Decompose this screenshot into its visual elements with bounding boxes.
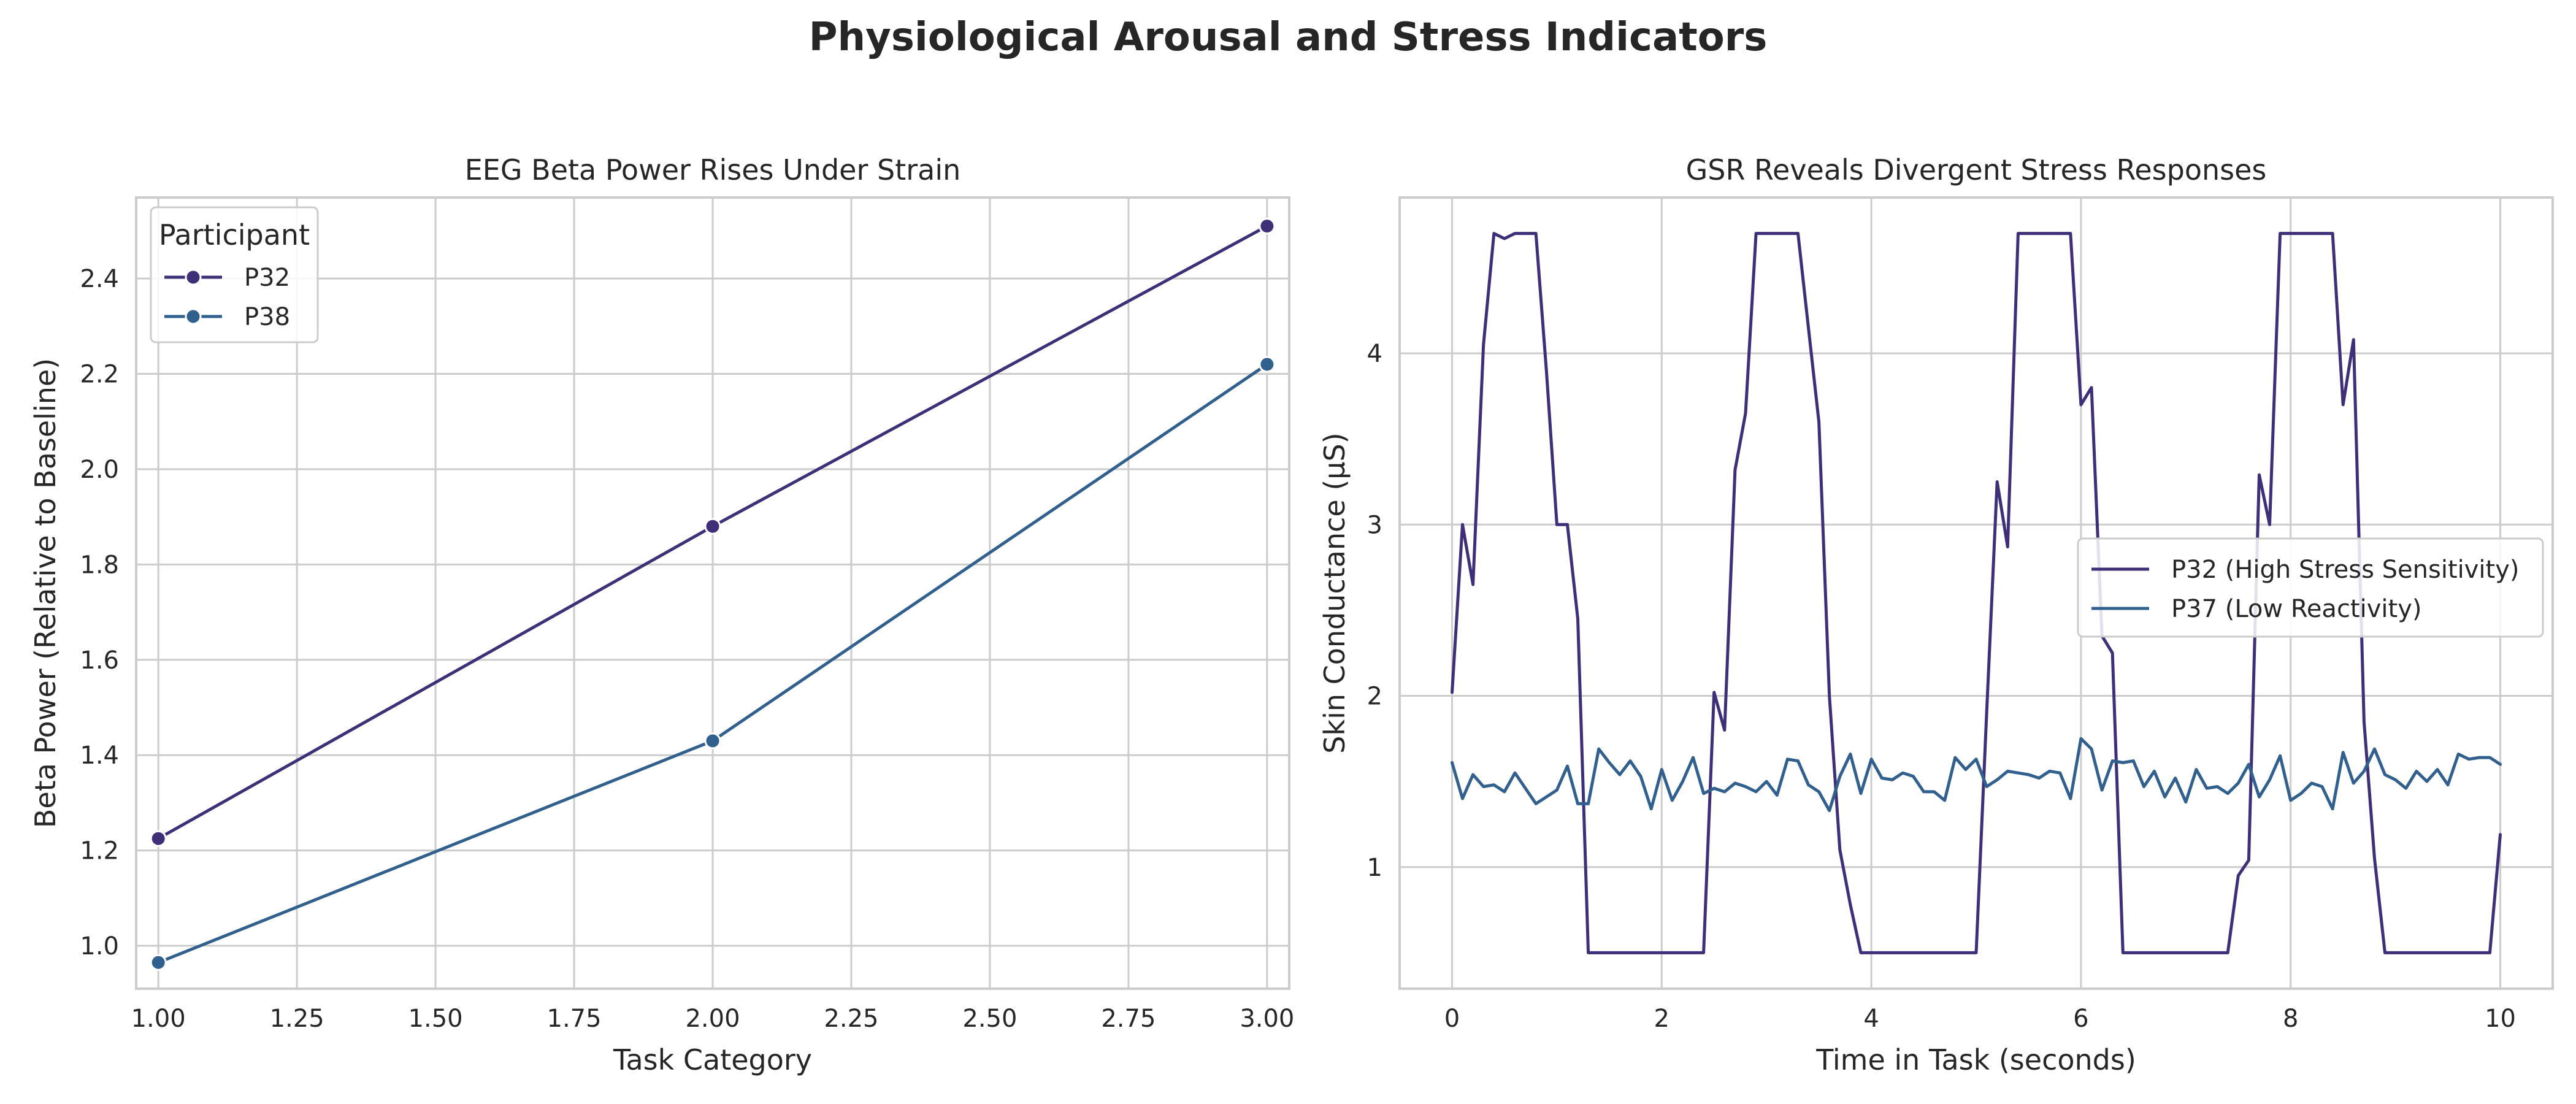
left-y-tick-label: 1.0 bbox=[80, 932, 119, 960]
left-y-tick-label: 2.4 bbox=[80, 265, 119, 293]
left-x-tick-label: 1.25 bbox=[270, 1005, 324, 1033]
left-x-tick-label: 3.00 bbox=[1240, 1005, 1294, 1033]
left-y-tick-label: 2.0 bbox=[80, 456, 119, 484]
left-x-tick-label: 2.00 bbox=[685, 1005, 740, 1033]
left-y-tick-label: 1.2 bbox=[80, 837, 119, 865]
right-chart-legend: P32 (High Stress Sensitivity) P37 (Low Re… bbox=[2077, 537, 2544, 638]
left-legend-label-2: P38 bbox=[244, 303, 290, 331]
right-chart-series bbox=[1451, 232, 2502, 954]
left-chart-y-axis-label: Beta Power (Relative to Baseline) bbox=[29, 358, 62, 828]
left-series-1-point bbox=[704, 518, 721, 535]
left-series-2-point bbox=[150, 954, 167, 971]
left-y-tick-label: 1.6 bbox=[80, 646, 119, 675]
right-chart-x-ticks: 0 2 4 6 8 10 bbox=[1444, 1005, 2516, 1033]
right-x-tick-label: 6 bbox=[2073, 1005, 2088, 1033]
left-chart-x-ticks: 1.00 1.25 1.50 1.75 2.00 2.25 2.50 2.75 3.00 bbox=[131, 1005, 1295, 1033]
right-y-tick-label: 2 bbox=[1367, 683, 1382, 711]
left-series-2-point bbox=[704, 732, 721, 749]
right-legend-frame bbox=[2077, 537, 2544, 638]
left-chart-frame bbox=[135, 196, 1290, 990]
right-legend-label-1: P32 (High Stress Sensitivity) bbox=[2171, 556, 2519, 584]
right-legend-label-2: P37 (Low Reactivity) bbox=[2171, 595, 2421, 623]
right-chart-panel: GSR Reveals Divergent Stress Responses 0… bbox=[1318, 153, 2554, 1076]
left-series-2-point bbox=[1259, 356, 1276, 373]
right-chart-title: GSR Reveals Divergent Stress Responses bbox=[1686, 153, 2267, 186]
left-chart-panel: EEG Beta Power Rises Under Strain 1.00 1.… bbox=[29, 153, 1294, 1076]
left-x-tick-label: 2.75 bbox=[1101, 1005, 1156, 1033]
right-x-tick-label: 10 bbox=[2485, 1005, 2516, 1033]
left-x-tick-label: 2.50 bbox=[962, 1005, 1017, 1033]
left-legend-label-1: P32 bbox=[244, 264, 290, 292]
left-x-tick-label: 1.00 bbox=[131, 1005, 186, 1033]
left-chart-y-ticks: 1.0 1.2 1.4 1.6 1.8 2.0 2.2 2.4 bbox=[80, 265, 119, 960]
right-chart-frame bbox=[1398, 196, 2554, 990]
right-chart-grid bbox=[1400, 197, 2553, 989]
left-legend-marker-2 bbox=[185, 308, 202, 325]
right-x-tick-label: 4 bbox=[1863, 1005, 1879, 1033]
right-y-tick-label: 4 bbox=[1367, 340, 1382, 368]
left-series-1-point bbox=[150, 830, 167, 847]
right-chart-y-axis-label: Skin Conductance (μS) bbox=[1318, 432, 1351, 753]
right-x-tick-label: 2 bbox=[1654, 1005, 1669, 1033]
figure-title: Physiological Arousal and Stress Indicat… bbox=[809, 15, 1768, 60]
left-chart-x-axis-label: Task Category bbox=[613, 1043, 812, 1076]
right-chart-x-axis-label: Time in Task (seconds) bbox=[1815, 1043, 2136, 1076]
right-y-tick-label: 3 bbox=[1367, 511, 1382, 539]
right-y-tick-label: 1 bbox=[1367, 854, 1382, 882]
right-series-line-2 bbox=[1451, 737, 2502, 813]
left-legend-title: Participant bbox=[159, 218, 310, 251]
left-chart-grid bbox=[136, 197, 1289, 989]
right-x-tick-label: 8 bbox=[2283, 1005, 2298, 1033]
left-y-tick-label: 1.8 bbox=[80, 551, 119, 579]
right-x-tick-label: 0 bbox=[1444, 1005, 1460, 1033]
left-y-tick-label: 2.2 bbox=[80, 361, 119, 389]
left-y-tick-label: 1.4 bbox=[80, 742, 119, 770]
right-legend-items: P32 (High Stress Sensitivity) P37 (Low Re… bbox=[2091, 556, 2519, 623]
left-chart-series bbox=[150, 218, 1276, 971]
left-chart-title: EEG Beta Power Rises Under Strain bbox=[465, 153, 961, 186]
right-series-line-1 bbox=[1451, 232, 2502, 954]
left-x-tick-label: 1.75 bbox=[547, 1005, 602, 1033]
left-x-tick-label: 1.50 bbox=[408, 1005, 463, 1033]
right-chart-y-ticks: 1 2 3 4 bbox=[1367, 340, 1382, 882]
left-legend-marker-1 bbox=[185, 269, 202, 286]
left-x-tick-label: 2.25 bbox=[824, 1005, 878, 1033]
left-series-1-point bbox=[1259, 218, 1276, 235]
